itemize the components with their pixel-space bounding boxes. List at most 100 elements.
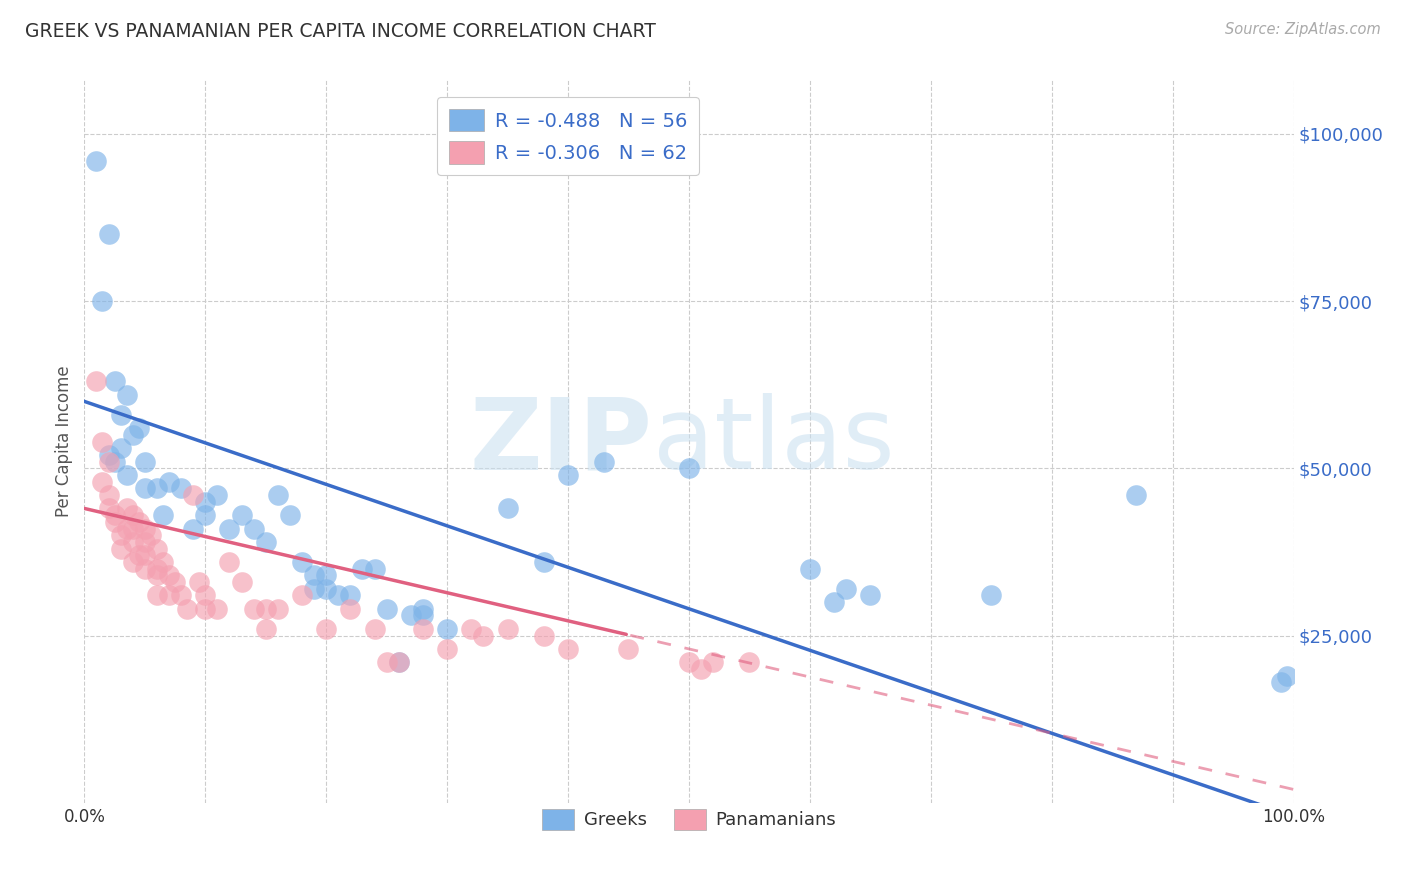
Point	[352, 562, 374, 576]
Point	[267, 488, 290, 502]
Point	[121, 534, 143, 549]
Point	[1270, 675, 1292, 690]
Point	[91, 293, 114, 308]
Point	[121, 508, 143, 523]
Point	[115, 521, 138, 535]
Point	[115, 467, 138, 482]
Y-axis label: Per Capita Income: Per Capita Income	[55, 366, 73, 517]
Point	[363, 562, 385, 576]
Point	[690, 662, 713, 676]
Point	[278, 508, 301, 523]
Point	[104, 375, 127, 389]
Point	[557, 642, 579, 657]
Point	[134, 562, 156, 576]
Point	[859, 589, 882, 603]
Point	[97, 448, 120, 462]
Point	[702, 655, 724, 669]
Point	[593, 454, 616, 469]
Point	[157, 475, 180, 489]
Point	[91, 475, 114, 489]
Point	[104, 508, 127, 523]
Point	[980, 589, 1002, 603]
Point	[496, 501, 519, 516]
Point	[302, 568, 325, 582]
Point	[436, 622, 458, 636]
Point	[115, 387, 138, 401]
Point	[170, 589, 193, 603]
Point	[134, 454, 156, 469]
Text: atlas: atlas	[652, 393, 894, 490]
Point	[86, 375, 108, 389]
Point	[104, 454, 127, 469]
Point	[194, 494, 217, 508]
Point	[146, 562, 169, 576]
Text: GREEK VS PANAMANIAN PER CAPITA INCOME CORRELATION CHART: GREEK VS PANAMANIAN PER CAPITA INCOME CO…	[25, 22, 657, 41]
Point	[218, 521, 240, 535]
Legend: Greeks, Panamanians: Greeks, Panamanians	[534, 802, 844, 837]
Point	[134, 534, 156, 549]
Point	[165, 575, 187, 590]
Point	[194, 602, 217, 616]
Point	[617, 642, 640, 657]
Point	[254, 602, 277, 616]
Point	[533, 628, 555, 642]
Point	[291, 555, 314, 569]
Point	[1125, 488, 1147, 502]
Point	[460, 622, 482, 636]
Point	[557, 467, 579, 482]
Text: Source: ZipAtlas.com: Source: ZipAtlas.com	[1225, 22, 1381, 37]
Point	[128, 515, 150, 529]
Point	[291, 589, 314, 603]
Point	[188, 575, 211, 590]
Point	[157, 589, 180, 603]
Point	[146, 589, 169, 603]
Point	[152, 555, 174, 569]
Point	[375, 655, 398, 669]
Point	[472, 628, 495, 642]
Point	[146, 541, 169, 556]
Point	[91, 434, 114, 449]
Point	[97, 488, 120, 502]
Point	[110, 408, 132, 422]
Point	[104, 515, 127, 529]
Point	[134, 482, 156, 496]
Point	[194, 508, 217, 523]
Point	[170, 482, 193, 496]
Point	[152, 508, 174, 523]
Point	[86, 153, 108, 168]
Point	[181, 521, 204, 535]
Point	[218, 555, 240, 569]
Point	[242, 602, 264, 616]
Point	[128, 548, 150, 563]
Point	[110, 528, 132, 542]
Point	[678, 655, 700, 669]
Point	[315, 582, 337, 596]
Point	[339, 589, 361, 603]
Point	[231, 508, 253, 523]
Point	[157, 568, 180, 582]
Point	[134, 548, 156, 563]
Point	[388, 655, 411, 669]
Point	[533, 555, 555, 569]
Point	[328, 589, 350, 603]
Point	[121, 521, 143, 535]
Point	[121, 427, 143, 442]
Point	[97, 227, 120, 241]
Point	[363, 622, 385, 636]
Point	[388, 655, 411, 669]
Point	[176, 602, 198, 616]
Point	[315, 568, 337, 582]
Point	[115, 501, 138, 516]
Point	[412, 602, 434, 616]
Point	[128, 421, 150, 435]
Point	[267, 602, 290, 616]
Point	[339, 602, 361, 616]
Text: ZIP: ZIP	[470, 393, 652, 490]
Point	[315, 622, 337, 636]
Point	[134, 521, 156, 535]
Point	[97, 454, 120, 469]
Point	[738, 655, 761, 669]
Point	[823, 595, 845, 609]
Point	[436, 642, 458, 657]
Point	[97, 501, 120, 516]
